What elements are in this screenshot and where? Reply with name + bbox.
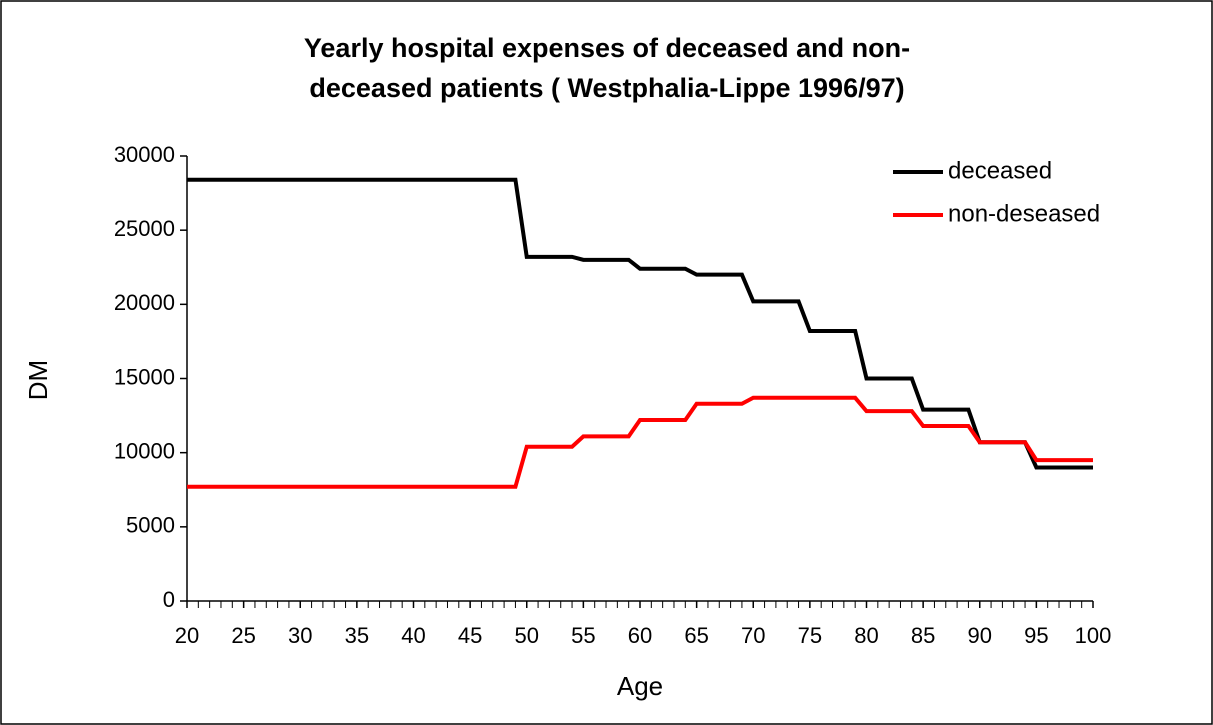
x-tick-label: 95 bbox=[1024, 623, 1048, 648]
x-axis-label: Age bbox=[617, 671, 663, 701]
x-tick-label: 55 bbox=[571, 623, 595, 648]
x-tick-label: 85 bbox=[911, 623, 935, 648]
x-tick-label: 20 bbox=[175, 623, 199, 648]
y-tick-label: 0 bbox=[163, 587, 175, 612]
x-tick-label: 100 bbox=[1075, 623, 1112, 648]
x-tick-label: 30 bbox=[288, 623, 312, 648]
y-tick-label: 5000 bbox=[126, 513, 175, 538]
legend-label: deceased bbox=[948, 157, 1052, 184]
y-tick-label: 25000 bbox=[114, 216, 175, 241]
y-tick-label: 20000 bbox=[114, 290, 175, 315]
y-axis-label: DM bbox=[23, 360, 53, 400]
x-tick-label: 40 bbox=[401, 623, 425, 648]
x-tick-label: 25 bbox=[231, 623, 255, 648]
x-tick-label: 35 bbox=[345, 623, 369, 648]
y-tick-label: 15000 bbox=[114, 364, 175, 389]
legend-label: non-deseased bbox=[948, 200, 1100, 227]
data-line bbox=[187, 177, 1093, 470]
x-tick-label: 90 bbox=[968, 623, 992, 648]
x-tick-label: 65 bbox=[684, 623, 708, 648]
y-tick-label: 10000 bbox=[114, 438, 175, 463]
x-tick-label: 70 bbox=[741, 623, 765, 648]
x-tick-label: 80 bbox=[854, 623, 878, 648]
y-tick-label: 30000 bbox=[114, 142, 175, 167]
x-tick-label: 60 bbox=[628, 623, 652, 648]
chart-title: Yearly hospital expenses of deceased and… bbox=[303, 33, 911, 103]
x-tick-label: 45 bbox=[458, 623, 482, 648]
data-line bbox=[187, 395, 1093, 489]
x-tick-label: 75 bbox=[798, 623, 822, 648]
x-tick-label: 50 bbox=[515, 623, 539, 648]
